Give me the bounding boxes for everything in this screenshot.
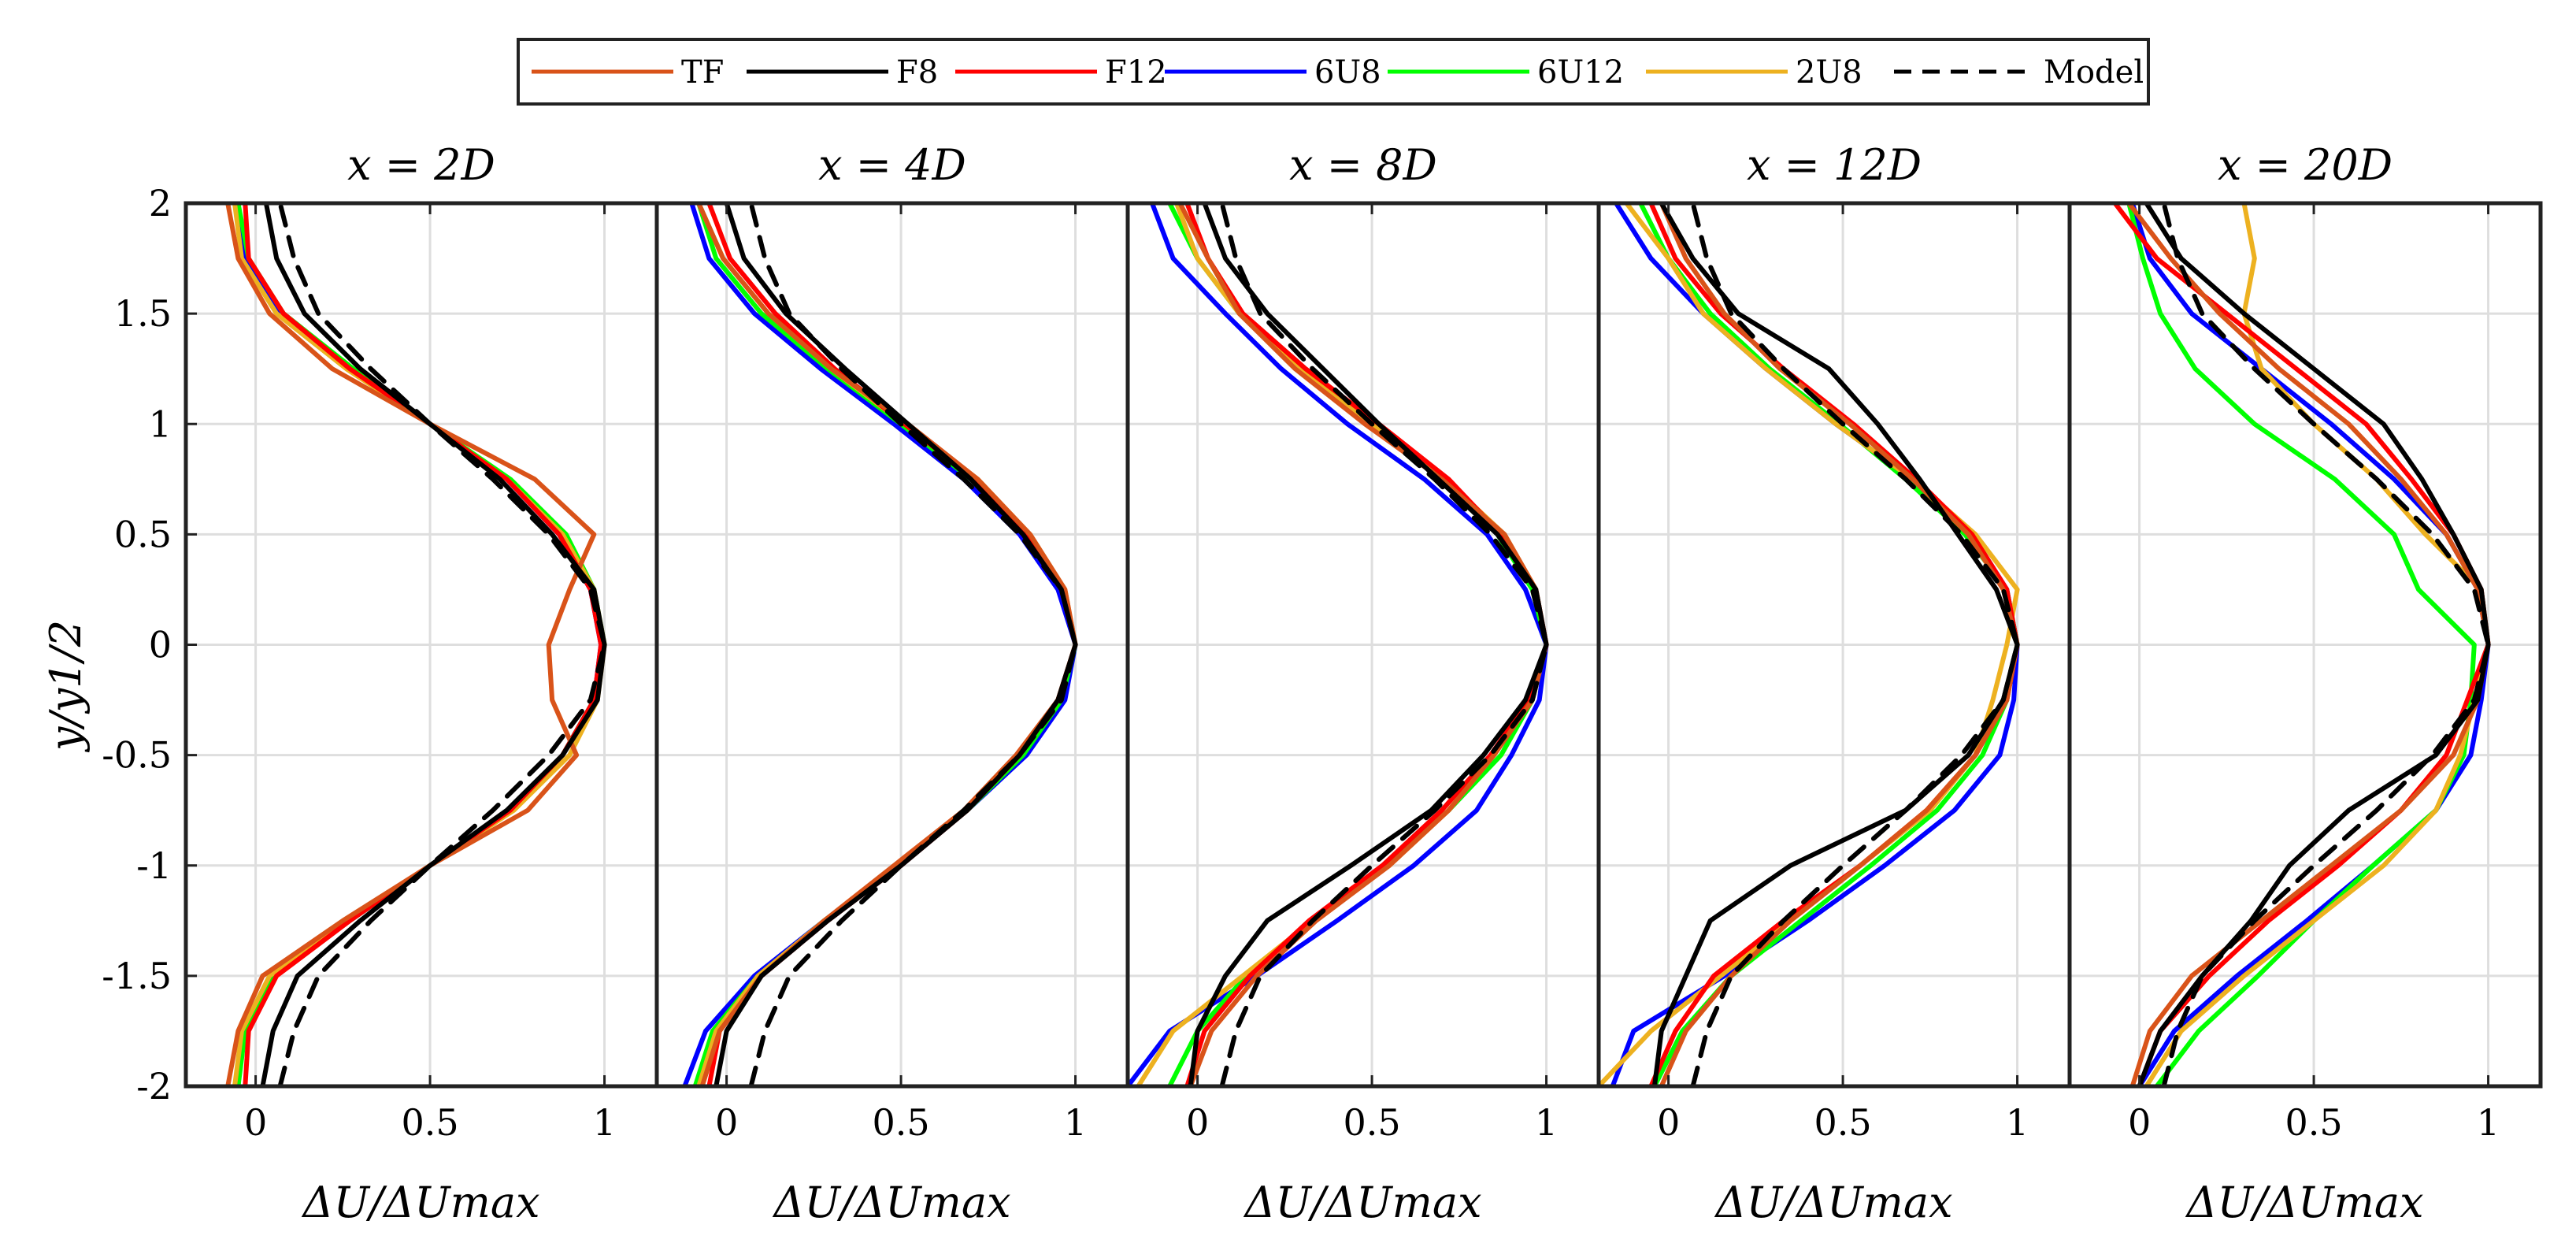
series-line-tf	[225, 203, 597, 1086]
series-group	[225, 203, 607, 1086]
x-axis-label: ΔU/ΔUmax	[1243, 1178, 1481, 1227]
x-tick-label: 1	[593, 1101, 616, 1144]
legend-label-6u8: 6U8	[1314, 54, 1381, 91]
panel-title: x = 2D	[347, 140, 495, 190]
series-line-f12	[243, 203, 604, 1086]
series-line-6u12	[2126, 203, 2477, 1086]
panel-1: 0 0.5 1 ΔU/ΔUmax x = 2D 2 1.5 1 0.5 0 -0.5 -1 -1.5 -2	[102, 140, 659, 1227]
panel-title: x = 8D	[1289, 140, 1437, 190]
x-tick-label: 0.5	[1343, 1101, 1400, 1144]
y-tick-label: 1	[149, 403, 172, 445]
panel-title: x = 4D	[818, 140, 966, 190]
x-axis-label: ΔU/ΔUmax	[2185, 1178, 2423, 1227]
y-tick-label: -2	[136, 1065, 172, 1108]
legend-label-tf: TF	[681, 54, 724, 91]
panel-frame	[2067, 201, 2543, 1089]
panel-title: x = 12D	[1747, 140, 1922, 190]
legend: TF F8 F12 6U8 6U12 2U8 Model	[517, 38, 2150, 106]
y-tick-label: 0	[149, 624, 172, 666]
x-tick-label: 1	[1535, 1101, 1558, 1144]
x-tick-label: 1	[2477, 1101, 2500, 1144]
panels: 0 0.5 1 ΔU/ΔUmax x = 2D 2 1.5 1 0.5 0 -0.5 -1 -1.5 -2…	[102, 140, 2543, 1227]
x-tick-label: 0	[2128, 1101, 2151, 1144]
series-line-model	[1219, 203, 1549, 1086]
panel-3: 0 0.5 1 ΔU/ΔUmax x = 8D	[1125, 140, 1601, 1227]
x-axis-label: ΔU/ΔUmax	[1714, 1178, 1952, 1227]
y-tick-label: -1.5	[102, 955, 172, 997]
x-axis-label: ΔU/ΔUmax	[772, 1178, 1010, 1227]
y-axis-label-group: y/y1/2	[41, 620, 91, 752]
y-tick-label: 2	[149, 182, 172, 224]
series-line-f8	[1188, 203, 1549, 1086]
x-axis-label: ΔU/ΔUmax	[301, 1178, 539, 1227]
series-line-model	[277, 203, 607, 1086]
x-tick-label: 1	[1064, 1101, 1087, 1144]
series-line-model	[1690, 203, 2020, 1086]
x-tick-label: 0.5	[401, 1101, 458, 1144]
legend-label-f12: F12	[1105, 54, 1167, 91]
y-axis-label: y/y1/2	[41, 620, 91, 752]
series-line-f8	[260, 203, 607, 1086]
series-group	[682, 203, 1078, 1086]
x-tick-label: 0	[1657, 1101, 1680, 1144]
panel-title: x = 20D	[2218, 140, 2393, 190]
panel-2: 0 0.5 1 ΔU/ΔUmax x = 4D	[654, 140, 1130, 1227]
x-tick-label: 0.5	[1814, 1101, 1871, 1144]
series-group	[1128, 203, 1549, 1086]
series-line-model	[2161, 203, 2491, 1086]
legend-label-2u8: 2U8	[1796, 54, 1863, 91]
series-line-model	[748, 203, 1078, 1086]
series-group	[1599, 203, 2020, 1086]
x-tick-label: 0.5	[2285, 1101, 2342, 1144]
x-tick-label: 0.5	[872, 1101, 929, 1144]
x-tick-label: 0	[1186, 1101, 1209, 1144]
panel-5: 0 0.5 1 ΔU/ΔUmax x = 20D	[2067, 140, 2543, 1227]
y-tick-label: -0.5	[102, 734, 172, 777]
y-tick-label: 0.5	[114, 513, 172, 555]
series-group	[2112, 203, 2491, 1086]
panel-4: 0 0.5 1 ΔU/ΔUmax x = 12D	[1596, 140, 2072, 1227]
y-tick-label: 1.5	[114, 292, 172, 335]
x-tick-label: 0	[715, 1101, 738, 1144]
y-tick-label: -1	[136, 844, 172, 887]
legend-label-f8: F8	[896, 54, 938, 91]
series-line-f8	[1651, 203, 2020, 1086]
legend-label-6u12: 6U12	[1537, 54, 1624, 91]
legend-label-model: Model	[2044, 54, 2144, 91]
x-tick-label: 1	[2006, 1101, 2029, 1144]
x-tick-label: 0	[244, 1101, 267, 1144]
